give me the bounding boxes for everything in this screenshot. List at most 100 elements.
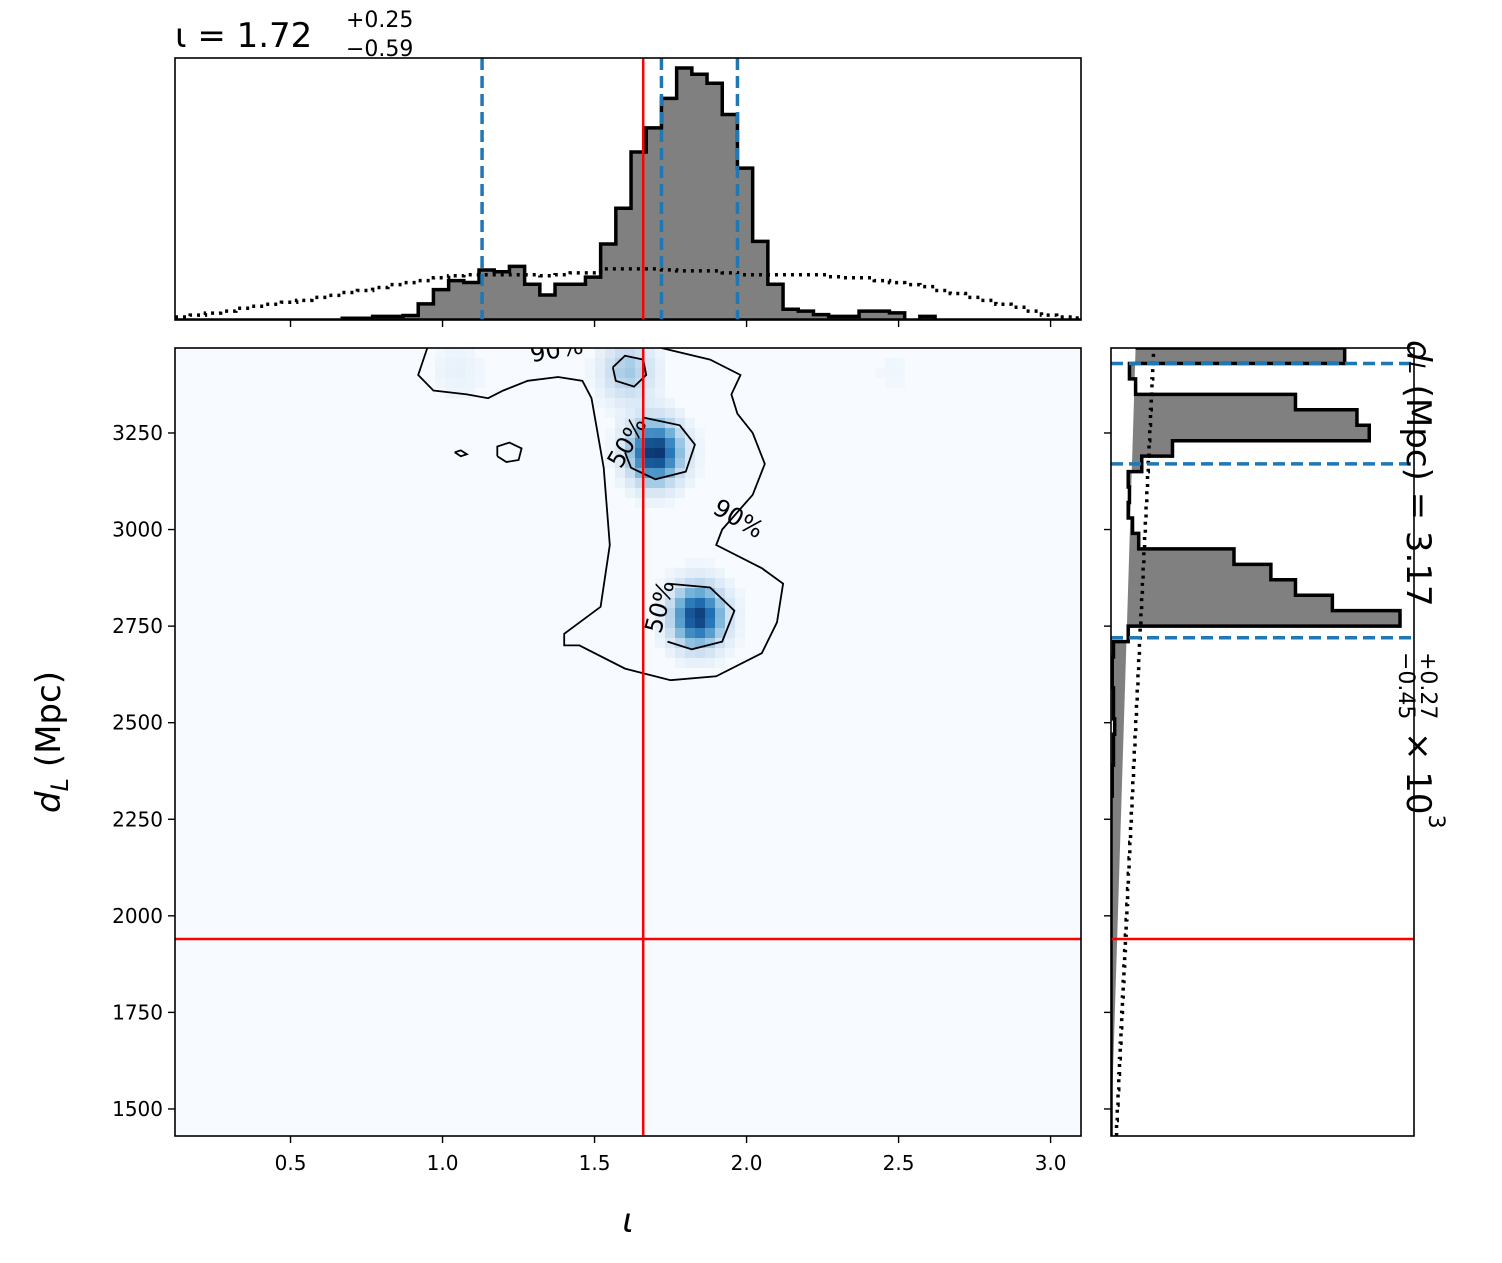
density-cell (685, 658, 695, 668)
density-cell (665, 478, 675, 488)
density-cell (635, 358, 645, 368)
iota-marginal-plot-area (175, 58, 1081, 320)
dL-title: dL (Mpc) = 3.17 +0.27 −0.45 × 103 (1393, 340, 1448, 829)
joint-density-frame (174, 347, 1082, 1137)
density-cell (445, 378, 455, 388)
density-cell (475, 368, 485, 378)
density-cell (715, 658, 725, 668)
density-cell (655, 618, 665, 628)
density-cell (615, 358, 625, 368)
density-cell (695, 588, 705, 598)
x-tick-label: 0.5 (275, 1151, 307, 1175)
density-cell (595, 358, 605, 368)
density-cell (645, 378, 655, 388)
dL-title-base: d (1398, 340, 1438, 362)
density-cell (445, 368, 455, 378)
density-cell (615, 468, 625, 478)
y-axis-ticks: 1500 1750 2000 2250 2500 2750 3000 3250 (112, 421, 175, 1121)
density-cell (685, 478, 695, 488)
density-cell (595, 368, 605, 378)
density-cell (635, 348, 645, 358)
density-cell (625, 428, 635, 438)
contour-90 (417, 348, 785, 682)
density-cell (685, 648, 695, 658)
density-cell (645, 498, 655, 508)
density-cell (455, 368, 465, 378)
density-cell (665, 398, 675, 408)
y-tick-label: 3000 (112, 518, 163, 542)
density-cell (625, 438, 635, 448)
density-cell (465, 378, 475, 388)
dL-marginal-panel: dL (Mpc) = 3.17 +0.27 −0.45 × 103 (1104, 340, 1448, 1137)
dL-title-lower: −0.45 (1393, 652, 1418, 719)
y-tick-label: 2250 (112, 807, 163, 831)
density-cell (695, 648, 705, 658)
density-cell (655, 358, 665, 368)
density-cell (675, 408, 685, 418)
iota-title-upper: +0.25 (346, 8, 413, 33)
density-cell (655, 578, 665, 588)
density-cell (665, 438, 675, 448)
density-cell (675, 618, 685, 628)
density-cell (435, 378, 445, 388)
dL-title-upper: +0.27 (1415, 652, 1440, 719)
density-cell (645, 398, 655, 408)
density-cell (605, 448, 615, 458)
density-cell (635, 428, 645, 438)
density-cell (725, 608, 735, 618)
density-cell (675, 428, 685, 438)
density-cell (635, 368, 645, 378)
density-cell (735, 618, 745, 628)
density-cell (685, 598, 695, 608)
density-cell (715, 578, 725, 588)
density-cell (685, 428, 695, 438)
density-cell (695, 558, 705, 568)
density-cell (615, 408, 625, 418)
density-cell (625, 398, 635, 408)
density-cell (635, 478, 645, 488)
density-cell (655, 638, 665, 648)
density-cell (675, 598, 685, 608)
density-cell (645, 418, 655, 428)
density-cell (625, 388, 635, 398)
density-cell (595, 378, 605, 388)
density-cell (625, 378, 635, 388)
density-cell (715, 648, 725, 658)
density-cell (685, 468, 695, 478)
density-cell (685, 578, 695, 588)
density-cell (665, 628, 675, 638)
y-axis-label-rest: (Mpc) (29, 671, 69, 778)
density-cell (895, 358, 905, 368)
x-tick-label: 3.0 (1035, 1151, 1067, 1175)
density-cell (655, 598, 665, 608)
y-tick-label: 2500 (112, 711, 163, 735)
density-cell (895, 368, 905, 378)
density-cell (685, 558, 695, 568)
iota-title: ι = 1.72 +0.25 −0.59 (175, 8, 413, 62)
density-cell (665, 408, 675, 418)
density-cell (445, 358, 455, 368)
contour-50-lower (667, 582, 736, 651)
density-cell (695, 618, 705, 628)
density-cell (455, 348, 465, 358)
svg-text:× 103: × 103 (1398, 732, 1448, 829)
density-cell (635, 498, 645, 508)
density-cell (705, 648, 715, 658)
dL-title-sub: L (1403, 362, 1428, 374)
density-cell (645, 408, 655, 418)
density-cell (645, 448, 655, 458)
density-cell (655, 498, 665, 508)
density-cell (655, 378, 665, 388)
x-tick-label: 1.5 (579, 1151, 611, 1175)
density-cell (645, 458, 655, 468)
density-cell (725, 598, 735, 608)
density-cell (655, 478, 665, 488)
density-cell (585, 358, 595, 368)
density-heatmap (435, 348, 905, 668)
density-cell (665, 598, 675, 608)
density-cell (735, 588, 745, 598)
density-cell (625, 368, 635, 378)
density-cell (715, 608, 725, 618)
density-cell (685, 568, 695, 578)
y-axis-label: dL (Mpc) (29, 671, 74, 813)
